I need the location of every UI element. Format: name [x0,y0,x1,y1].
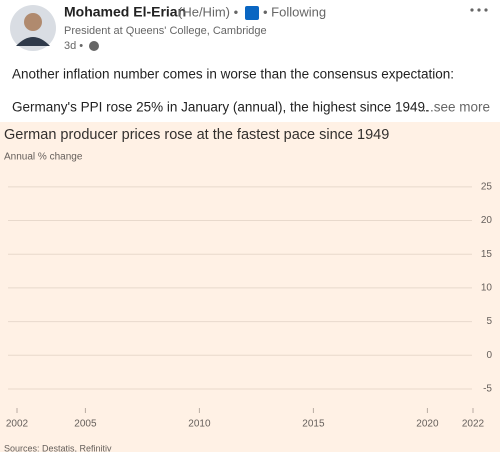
linkedin-icon [245,6,259,20]
globe-icon [89,41,99,51]
chart-title: German producer prices rose at the faste… [4,127,389,143]
x-tick-label: 2010 [188,419,211,430]
y-tick-label: 25 [481,182,493,193]
author[interactable]: Mohamed El-Erian [64,4,186,20]
avatar-body [16,37,50,46]
x-tick-label: 2002 [6,419,29,430]
y-tick-label: 5 [486,316,492,327]
y-tick-label: 10 [481,283,493,294]
y-tick-label: 20 [481,215,493,226]
y-tick-label: -5 [483,384,492,395]
headline: President at Queens' College, Cambridge [64,25,267,37]
chart-subtitle: Annual % change [4,152,83,163]
x-tick-label: 2020 [416,419,439,430]
pronouns: (He/Him) • [178,4,239,19]
x-tick-label: 2015 [302,419,325,430]
chart-background [0,122,500,452]
y-tick-label: 0 [486,350,492,361]
x-tick-label: 2022 [462,419,485,430]
y-tick-label: 15 [481,249,493,260]
post-time: 3d • [64,40,83,52]
see-more[interactable]: ...see more [422,100,490,115]
post-text: Germany's PPI rose 25% in January (annua… [12,100,429,115]
chart-source: Sources: Destatis, Refinitiv [4,443,112,452]
avatar-face [24,13,42,31]
x-tick-label: 2005 [74,419,97,430]
menu-dots[interactable] [470,8,488,12]
post-text: Another inflation number comes in worse … [12,67,454,82]
follow-status: • Following [263,4,326,19]
